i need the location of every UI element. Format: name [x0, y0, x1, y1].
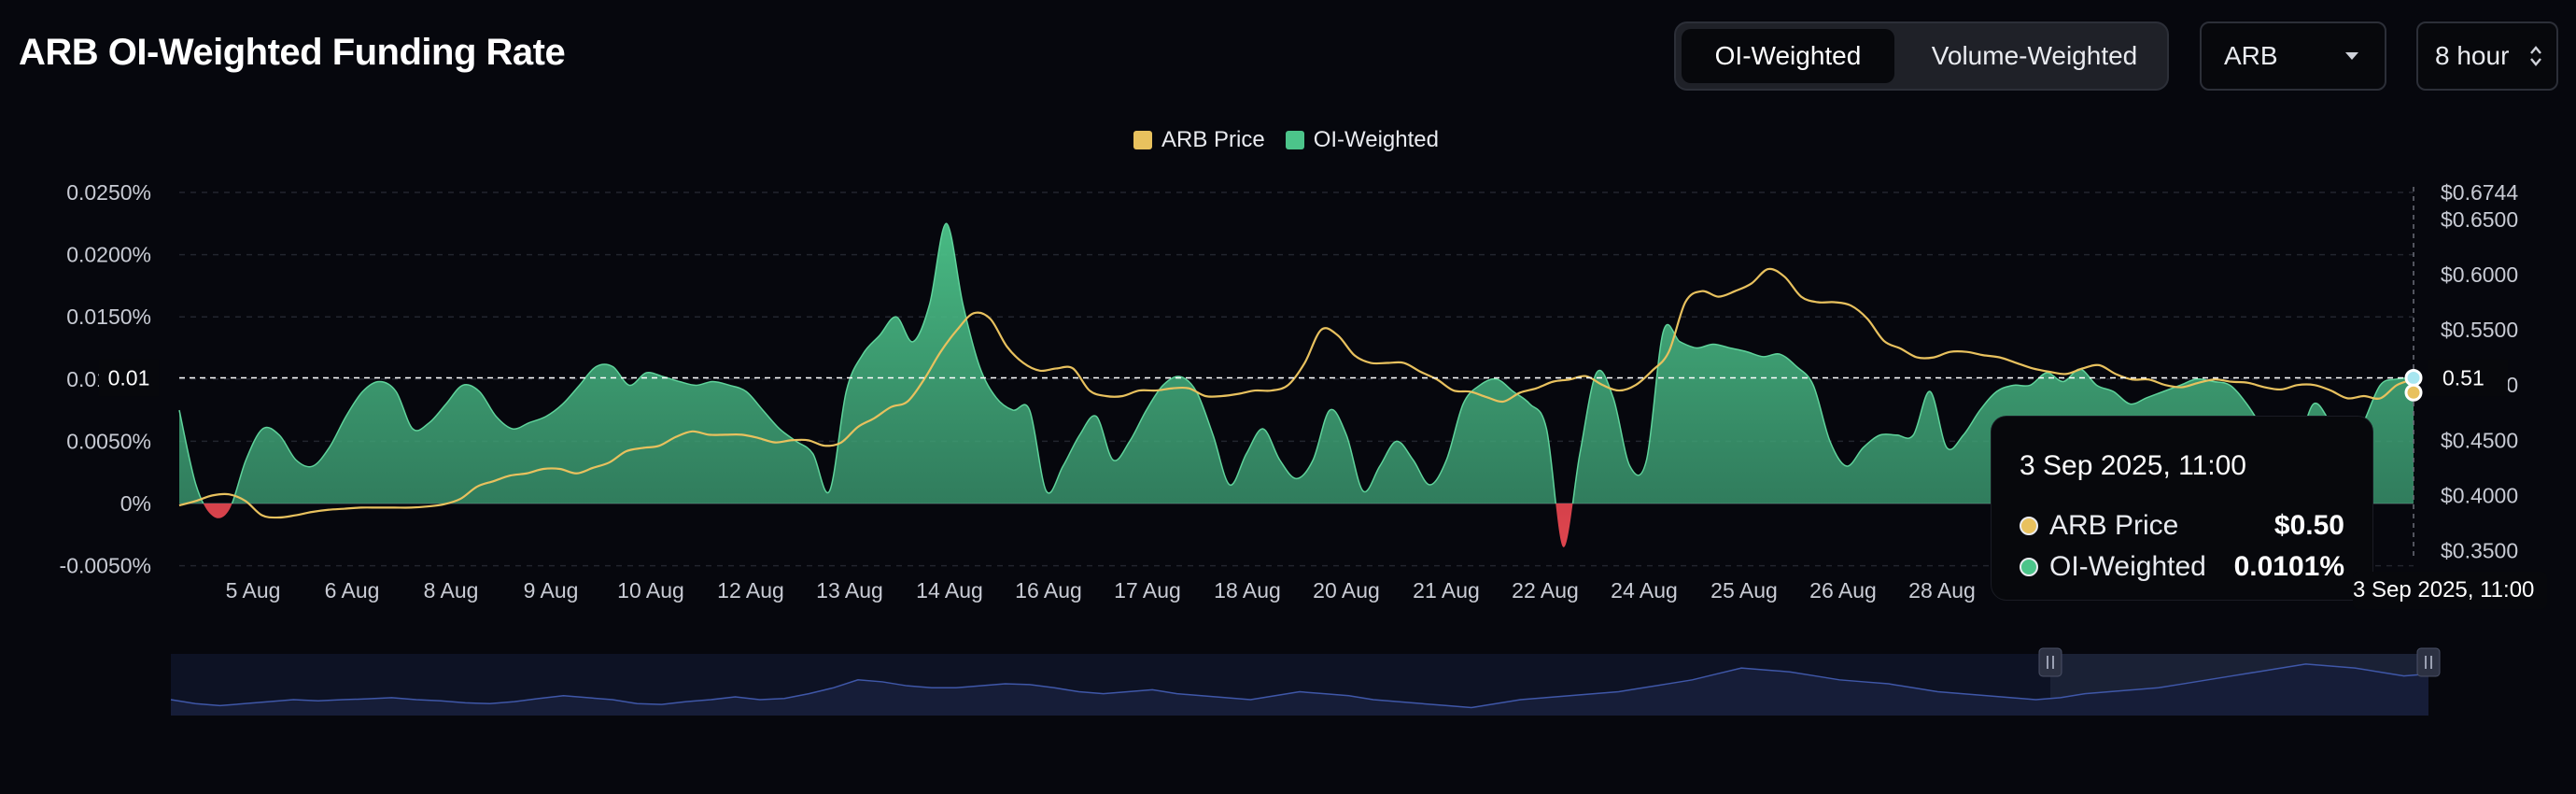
legend-swatch-price	[1133, 131, 1152, 149]
x-tick-label: 6 Aug	[325, 578, 380, 603]
legend-label-price: ARB Price	[1161, 127, 1265, 152]
oi-line	[178, 222, 2414, 503]
legend-swatch-oi	[1285, 131, 1304, 149]
tooltip-row-price: ARB Price $0.50	[2020, 507, 2344, 545]
y-left-tick-label: 0.0200%	[66, 243, 151, 267]
crosshair-y-left-label: 0.01	[99, 359, 159, 397]
x-tick-label: 13 Aug	[816, 578, 883, 603]
x-tick-label: 24 Aug	[1611, 578, 1678, 603]
x-tick-label: 12 Aug	[717, 578, 784, 603]
page-title: ARB OI-Weighted Funding Rate	[19, 32, 566, 73]
tab-volume-weighted[interactable]: Volume-Weighted	[1931, 41, 2138, 70]
x-tick-label: 22 Aug	[1512, 578, 1579, 603]
x-tick-label: 10 Aug	[617, 578, 684, 603]
svg-text:0.51: 0.51	[2442, 365, 2485, 390]
price-line	[178, 267, 2414, 519]
asset-select[interactable]: ARB	[2200, 21, 2386, 91]
x-tick-label: 21 Aug	[1413, 578, 1480, 603]
x-tick-label: 26 Aug	[1809, 578, 1877, 603]
navigator-handle-right[interactable]	[2416, 647, 2441, 677]
y-right-tick-label: $0.3500	[2441, 538, 2518, 562]
tooltip-dot-oi	[2020, 558, 2038, 576]
x-tick-label: 28 Aug	[1908, 578, 1976, 603]
price-marker	[2404, 383, 2423, 402]
x-tick-label: 14 Aug	[916, 578, 983, 603]
tab-oi-weighted[interactable]: OI-Weighted	[1682, 29, 1894, 83]
y-right-tick-label: $0.6500	[2441, 207, 2518, 232]
y-right-tick-label: $0.5500	[2441, 318, 2518, 342]
navigator-area	[171, 663, 2428, 716]
x-tick-label: 18 Aug	[1214, 578, 1281, 603]
navigator-line	[170, 663, 2429, 709]
x-tick-label: 16 Aug	[1015, 578, 1082, 603]
interval-select[interactable]: 8 hour	[2416, 21, 2558, 91]
y-left-tick-label: 0.0150%	[66, 305, 151, 329]
legend-label-oi: OI-Weighted	[1313, 127, 1439, 152]
x-tick-label: 5 Aug	[226, 578, 281, 603]
tooltip-title: 3 Sep 2025, 11:00	[2020, 450, 2246, 481]
chevron-up-down-icon	[2530, 46, 2541, 66]
y-right-tick-label: $0.4500	[2441, 428, 2518, 452]
tooltip: 3 Sep 2025, 11:00 ARB Price $0.50 OI-Wei…	[1992, 417, 2372, 600]
legend-item-price[interactable]: ARB Price	[1133, 127, 1265, 153]
crosshair-y-right-label: 0.51	[2428, 359, 2508, 397]
crosshair-x-label: 3 Sep 2025, 11:00	[2353, 572, 2548, 609]
y-left-tick-label: 0.0050%	[66, 429, 151, 453]
y-left-tick-label: 0.0250%	[66, 180, 151, 205]
svg-text:0.01: 0.01	[108, 365, 150, 390]
tooltip-label-oi: OI-Weighted	[2049, 551, 2206, 582]
interval-select-value: 8 hour	[2435, 41, 2510, 70]
y-right-tick-label: $0.6000	[2441, 262, 2518, 287]
weighting-toggle: OI-Weighted Volume-Weighted	[1674, 21, 2169, 91]
asset-select-value: ARB	[2224, 41, 2278, 70]
tooltip-value-price: $0.50	[2273, 510, 2344, 541]
y-left-tick-label: 0%	[120, 491, 151, 516]
y-right-tick-label: $0.4000	[2441, 483, 2518, 507]
legend-item-oi[interactable]: OI-Weighted	[1285, 127, 1439, 153]
x-tick-label: 8 Aug	[424, 578, 479, 603]
x-tick-label: 17 Aug	[1114, 578, 1181, 603]
chart-legend: ARB Price OI-Weighted	[1133, 127, 1459, 153]
tooltip-value-oi: 0.0101%	[2233, 551, 2344, 582]
oi-marker	[2404, 368, 2423, 387]
x-tick-label: 20 Aug	[1313, 578, 1380, 603]
tooltip-row-oi: OI-Weighted 0.0101%	[2020, 548, 2344, 586]
y-left-tick-label: -0.0050%	[60, 554, 151, 578]
tooltip-label-price: ARB Price	[2049, 510, 2179, 541]
x-tick-label: 9 Aug	[524, 578, 579, 603]
chevron-down-icon	[2345, 52, 2358, 60]
navigator-handle-left[interactable]	[2038, 647, 2062, 677]
x-tick-label: 25 Aug	[1710, 578, 1778, 603]
y-right-tick-label: $0.6744	[2441, 180, 2518, 205]
tooltip-dot-price	[2020, 517, 2038, 535]
